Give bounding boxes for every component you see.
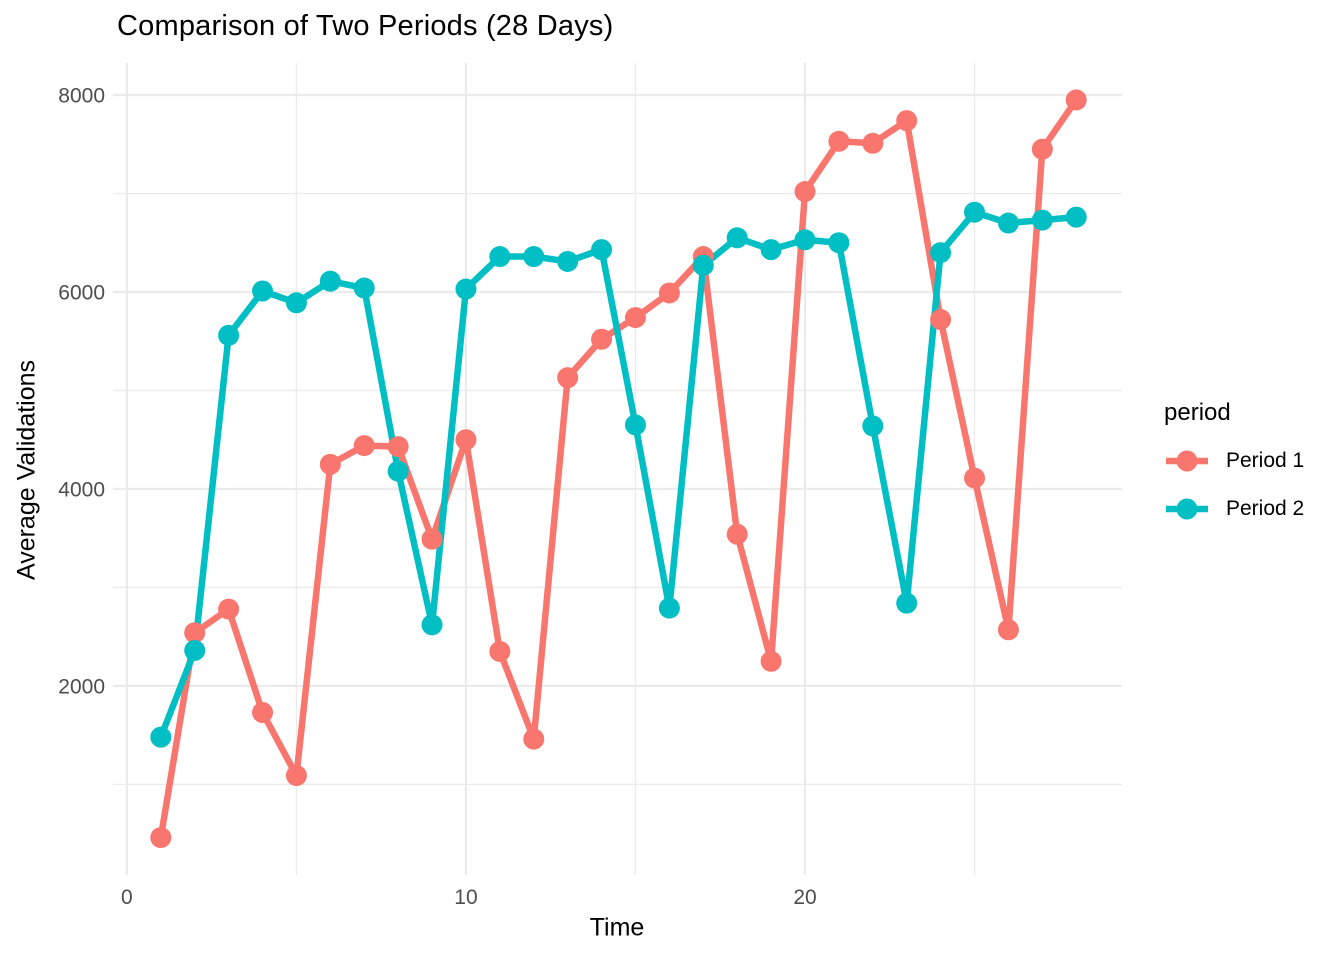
data-point-period-1: [489, 640, 511, 662]
data-point-period-2: [523, 246, 545, 268]
data-point-period-1: [252, 702, 274, 724]
data-point-period-1: [997, 619, 1019, 641]
y-tick-label: 6000: [58, 281, 105, 304]
data-point-period-2: [930, 242, 952, 264]
data-point-period-1: [896, 110, 918, 132]
data-point-period-2: [319, 270, 341, 292]
data-point-period-1: [319, 453, 341, 475]
y-tick-label: 8000: [58, 85, 105, 108]
legend-key-period-1: [1166, 450, 1208, 472]
data-point-period-2: [828, 232, 850, 254]
data-point-period-1: [1031, 138, 1053, 160]
legend-label: Period 2: [1226, 497, 1305, 520]
legend-label: Period 1: [1226, 449, 1305, 472]
data-point-period-1: [964, 467, 986, 489]
data-point-period-1: [794, 181, 816, 203]
data-point-period-2: [862, 415, 884, 437]
data-point-period-2: [285, 292, 307, 314]
data-point-period-2: [353, 277, 375, 299]
data-point-period-1: [930, 309, 952, 331]
y-tick-label: 2000: [58, 675, 105, 698]
series-line-period-2: [157, 208, 1077, 739]
data-point-period-1: [726, 523, 748, 545]
legend-title: period: [1164, 399, 1231, 426]
data-point-period-1: [624, 307, 646, 329]
data-point-period-2: [658, 597, 680, 619]
data-point-period-1: [862, 132, 884, 154]
data-point-period-2: [489, 246, 511, 268]
data-point-period-2: [760, 239, 782, 261]
legend-item-period-2: Period 2: [1164, 496, 1304, 522]
data-point-period-1: [1065, 89, 1087, 111]
data-point-period-1: [353, 435, 375, 457]
x-axis-title: Time: [589, 913, 645, 942]
data-point-period-2: [726, 227, 748, 249]
y-axis-title: Average Validations: [12, 359, 41, 581]
data-point-period-2: [387, 460, 409, 482]
legend: period Period 1 Period 2: [1164, 399, 1304, 544]
legend-item-period-1: Period 1: [1164, 448, 1304, 474]
legend-items: Period 1 Period 2: [1164, 448, 1304, 544]
data-point-period-1: [285, 765, 307, 787]
data-point-period-1: [828, 130, 850, 152]
data-point-period-2: [184, 639, 206, 661]
data-point-period-1: [218, 598, 240, 620]
data-point-period-1: [421, 528, 443, 550]
data-point-period-2: [896, 592, 918, 614]
chart-title: Comparison of Two Periods (28 Days): [117, 10, 614, 42]
y-tick-label: 4000: [58, 478, 105, 501]
data-point-period-2: [455, 278, 477, 300]
x-tick-label: 20: [793, 886, 816, 909]
data-point-period-2: [794, 229, 816, 251]
data-point-period-2: [624, 414, 646, 436]
data-point-period-2: [252, 280, 274, 302]
data-point-period-1: [557, 367, 579, 389]
data-point-period-1: [387, 436, 409, 458]
data-point-period-1: [591, 328, 613, 350]
data-point-period-1: [658, 282, 680, 304]
data-point-period-2: [421, 614, 443, 636]
x-tick-label: 0: [121, 886, 133, 909]
data-point-period-2: [1031, 209, 1053, 231]
series-line-period-1: [157, 98, 1079, 839]
data-point-period-2: [692, 254, 714, 276]
data-point-period-2: [150, 726, 172, 748]
legend-key-period-2: [1166, 498, 1208, 520]
data-point-period-1: [150, 827, 172, 849]
data-point-period-1: [455, 429, 477, 451]
data-point-period-2: [218, 324, 240, 346]
data-point-period-1: [523, 728, 545, 750]
x-tick-label: 10: [454, 886, 477, 909]
data-point-period-2: [1065, 206, 1087, 228]
data-point-period-2: [964, 201, 986, 223]
data-point-period-1: [760, 650, 782, 672]
data-point-period-2: [997, 212, 1019, 234]
data-point-period-2: [557, 250, 579, 272]
data-point-period-1: [184, 622, 206, 644]
data-point-period-2: [591, 239, 613, 261]
